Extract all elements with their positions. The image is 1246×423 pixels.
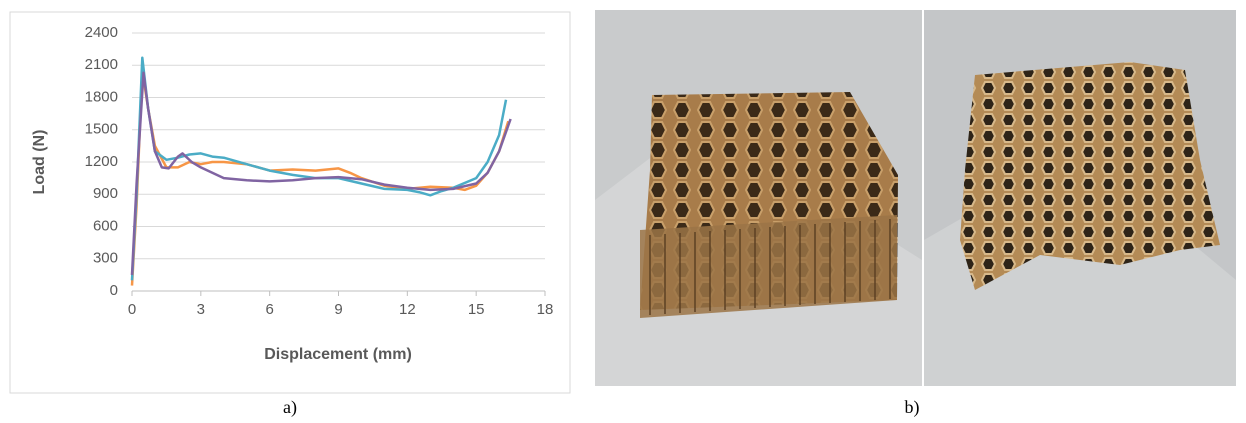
y-tick-label: 0: [110, 282, 118, 299]
y-tick-label: 1800: [85, 88, 118, 105]
x-tick-label: 18: [537, 301, 554, 318]
y-tick-label: 300: [93, 250, 118, 267]
y-tick-label: 2100: [85, 56, 118, 73]
x-tick-label: 0: [128, 301, 136, 318]
caption: a): [283, 397, 297, 418]
y-tick-label: 600: [93, 217, 118, 234]
y-tick-label: 2400: [85, 24, 118, 41]
caption: b): [905, 397, 920, 418]
y-tick-label: 1500: [85, 121, 118, 138]
x-tick-label: 15: [468, 301, 485, 318]
x-tick-label: 6: [265, 301, 273, 318]
x-tick-label: 12: [399, 301, 416, 318]
x-tick-label: 3: [197, 301, 205, 318]
photo-left: [595, 10, 922, 386]
y-tick-label: 1200: [85, 153, 118, 170]
y-axis-title: Load (N): [31, 130, 48, 195]
y-tick-label: 900: [93, 185, 118, 202]
x-axis-title: Displacement (mm): [264, 346, 412, 363]
figure: 0 300 600 900 1200 1500 1800 2100 2400 0 3 6 9 12 15 18…: [0, 0, 1246, 423]
x-tick-label: 9: [334, 301, 342, 318]
photo-right: [924, 10, 1236, 386]
